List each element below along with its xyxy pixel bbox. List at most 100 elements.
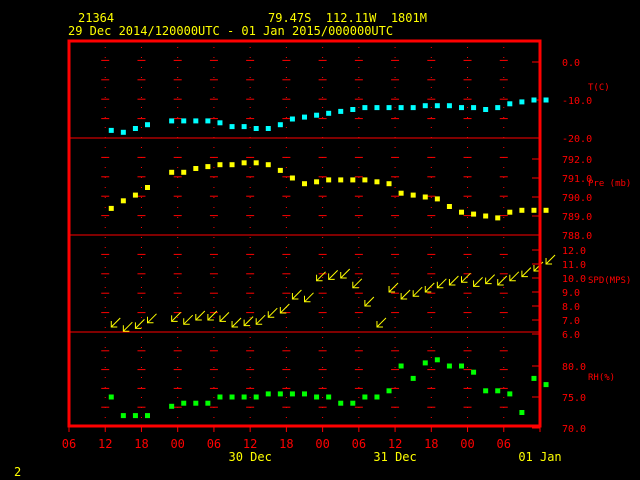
x-tick-label: 00	[460, 437, 474, 451]
data-point	[108, 394, 114, 400]
wind-arrow-head	[436, 281, 444, 289]
data-point	[169, 403, 175, 409]
data-point	[181, 118, 187, 124]
wind-arrow-head	[376, 321, 383, 328]
wind-arrow-shaft	[171, 312, 182, 322]
data-point	[132, 192, 138, 198]
station-location: 79.47S 112.11W 1801M	[268, 11, 427, 25]
panel-label: T(C)	[588, 83, 610, 93]
wind-arrow	[267, 307, 278, 318]
wind-arrow-head	[485, 277, 492, 285]
wind-arrow-head	[291, 293, 299, 300]
y-tick-label: 789.0	[562, 212, 592, 223]
wind-arrow-shaft	[376, 317, 387, 328]
wind-arrow-head	[207, 314, 214, 321]
x-tick-label: 12	[388, 437, 402, 451]
wind-arrow-head	[424, 286, 432, 293]
wind-arrow-shaft	[135, 319, 145, 329]
wind-arrow	[412, 286, 423, 297]
data-point	[265, 391, 271, 397]
data-point	[398, 105, 404, 111]
wind-arrow	[183, 314, 194, 325]
wind-arrow-shaft	[449, 275, 459, 286]
wind-arrow-head	[110, 321, 118, 328]
wind-arrow-head	[461, 276, 468, 283]
x-date-label: 30 Dec	[228, 450, 271, 464]
data-point	[362, 105, 368, 111]
wind-arrow-head	[328, 273, 335, 280]
wind-arrow-head	[448, 279, 456, 286]
data-point	[132, 126, 138, 131]
data-point	[326, 177, 332, 183]
data-point	[169, 169, 175, 175]
wind-arrow	[195, 310, 206, 321]
wind-arrow-head	[509, 274, 516, 282]
y-tick-label: 6.0	[562, 330, 580, 341]
x-tick-label: 18	[134, 437, 148, 451]
wind-arrow-shaft	[195, 310, 206, 321]
y-tick-label: 9.0	[562, 288, 580, 299]
y-tick-label: 80.0	[562, 362, 586, 373]
wind-arrow	[545, 254, 556, 265]
data-point	[519, 410, 525, 415]
chart-marks	[108, 97, 556, 419]
data-point	[120, 198, 126, 204]
wind-arrow	[461, 272, 471, 283]
wind-arrow-shaft	[267, 307, 278, 318]
data-point	[507, 101, 513, 107]
y-tick-label: 788.0	[562, 231, 592, 242]
wind-arrow-head	[267, 311, 275, 318]
data-point	[253, 394, 259, 400]
wind-arrow-shaft	[292, 289, 302, 300]
wind-arrow-shaft	[388, 282, 399, 293]
wind-arrow	[388, 282, 399, 293]
x-axis: 06 12 18 00 06 12 18 00 06 12 18 00 06 30 Dec 31 Dec 01…	[62, 426, 562, 464]
data-point	[253, 126, 259, 131]
data-point	[410, 192, 416, 198]
wind-arrow-shaft	[340, 268, 351, 279]
data-point	[120, 413, 126, 419]
data-point	[531, 207, 537, 213]
wind-arrow-shaft	[122, 321, 133, 332]
data-point	[169, 118, 175, 124]
wind-arrow	[352, 278, 363, 289]
wind-arrow-shaft	[461, 272, 471, 283]
wind-arrow-head	[412, 290, 420, 297]
data-point	[193, 166, 199, 171]
wind-arrow-head	[497, 279, 504, 286]
wind-arrow-head	[364, 300, 371, 307]
data-point	[459, 209, 464, 215]
wind-arrow	[376, 317, 387, 328]
data-point	[241, 394, 247, 400]
wind-arrow-head	[400, 293, 408, 300]
data-point	[120, 129, 126, 135]
data-point	[483, 213, 489, 219]
data-point	[362, 177, 368, 183]
data-point	[181, 169, 187, 175]
x-tick-label: 00	[170, 437, 184, 451]
x-date-label: 31 Dec	[373, 450, 416, 464]
y-tick-label: 75.0	[562, 393, 586, 404]
wind-arrow	[364, 296, 375, 307]
y-tick-label: 790.0	[562, 193, 592, 204]
wind-arrow	[231, 317, 242, 328]
data-point	[241, 160, 247, 166]
wind-arrow-head	[279, 307, 287, 314]
wind-arrow-shaft	[352, 278, 363, 289]
data-point	[350, 177, 356, 183]
y-tick-label: 12.0	[562, 246, 586, 257]
data-point	[434, 357, 440, 363]
data-point	[398, 363, 404, 369]
data-point	[446, 204, 452, 209]
data-point	[193, 118, 199, 124]
x-tick-label: 12	[98, 437, 112, 451]
data-point	[374, 179, 380, 185]
wind-arrow	[110, 317, 121, 328]
data-point	[145, 413, 150, 419]
wind-arrow-head	[134, 322, 142, 329]
y-tick-label: 0.0	[562, 58, 580, 69]
x-tick-label: 18	[424, 437, 438, 451]
data-point	[302, 181, 307, 187]
data-point	[145, 122, 150, 128]
